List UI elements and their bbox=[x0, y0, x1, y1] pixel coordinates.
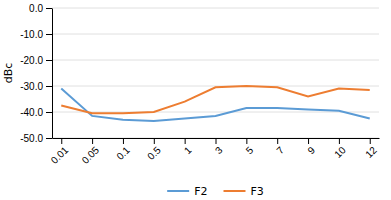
x-tick-mark bbox=[216, 138, 217, 144]
plot: 0.0-10.0-20.0-30.0-40.0-50.00.010.050.10… bbox=[20, 3, 379, 166]
x-tick: 9 bbox=[305, 138, 317, 156]
x-tick: 5 bbox=[244, 138, 256, 156]
y-tick-mark bbox=[46, 138, 52, 139]
x-tick-label: 0.1 bbox=[114, 144, 132, 162]
x-tick-mark bbox=[154, 138, 155, 144]
y-tick-label: -50.0 bbox=[20, 133, 43, 144]
x-tick-label: 10 bbox=[332, 144, 348, 160]
y-tick-label: -30.0 bbox=[20, 81, 43, 92]
y-tick-label: 0.0 bbox=[29, 3, 43, 14]
x-tick: 0.01 bbox=[49, 138, 71, 166]
x-tick-label: 7 bbox=[274, 144, 286, 156]
x-tick-label: 1 bbox=[182, 144, 194, 156]
grid-line bbox=[52, 8, 379, 9]
y-axis-line bbox=[52, 9, 53, 139]
legend-label: F3 bbox=[251, 185, 264, 198]
y-tick: -10.0 bbox=[20, 29, 52, 40]
y-tick-mark bbox=[46, 8, 52, 9]
y-tick-mark bbox=[46, 112, 52, 113]
y-tick: -50.0 bbox=[20, 133, 52, 144]
legend-item: F2 bbox=[167, 185, 207, 198]
y-tick: 0.0 bbox=[29, 3, 52, 14]
y-tick: -30.0 bbox=[20, 81, 52, 92]
grid bbox=[52, 8, 379, 138]
x-tick: 12 bbox=[363, 138, 379, 160]
x-tick-mark bbox=[277, 138, 278, 144]
x-tick-mark bbox=[61, 138, 62, 144]
legend-label: F2 bbox=[194, 185, 207, 198]
x-tick-label: 0.5 bbox=[145, 144, 163, 162]
x-tick-mark bbox=[92, 138, 93, 144]
x-tick: 0.5 bbox=[145, 138, 163, 162]
x-tick-label: 12 bbox=[363, 144, 379, 160]
x-tick-mark bbox=[370, 138, 371, 144]
x-tick-mark bbox=[308, 138, 309, 144]
series-line bbox=[61, 86, 369, 113]
grid-line bbox=[52, 34, 379, 35]
x-tick: 3 bbox=[213, 138, 225, 156]
x-axis: 0.01 0.05 0.1 0.5 1 3 5 7 9 10 12 bbox=[49, 138, 380, 166]
x-tick: 0.05 bbox=[80, 138, 102, 166]
x-tick-label: 9 bbox=[305, 144, 317, 156]
x-tick: 0.1 bbox=[114, 138, 132, 162]
legend-swatch bbox=[167, 190, 189, 192]
y-tick-label: -40.0 bbox=[20, 107, 43, 118]
x-tick-label: 5 bbox=[244, 144, 256, 156]
grid-line bbox=[52, 60, 379, 61]
chart: 0.0-10.0-20.0-30.0-40.0-50.00.010.050.10… bbox=[0, 0, 391, 200]
y-tick: -40.0 bbox=[20, 107, 52, 118]
legend: F2 F3 bbox=[167, 185, 264, 198]
y-tick-label: -20.0 bbox=[20, 55, 43, 66]
x-tick-label: 0.01 bbox=[49, 144, 71, 166]
y-axis-title: dBc bbox=[2, 63, 15, 84]
x-tick-mark bbox=[246, 138, 247, 144]
y-tick-label: -10.0 bbox=[20, 29, 43, 40]
y-tick-mark bbox=[46, 34, 52, 35]
y-tick-mark bbox=[46, 86, 52, 87]
x-tick-mark bbox=[339, 138, 340, 144]
y-axis: 0.0 -10.0 -20.0 -30.0 -40.0 -50.0 bbox=[20, 3, 52, 144]
x-tick-label: 0.05 bbox=[80, 144, 102, 166]
x-tick: 7 bbox=[274, 138, 286, 156]
x-tick: 10 bbox=[332, 138, 348, 160]
legend-swatch bbox=[224, 190, 246, 192]
y-tick-mark bbox=[46, 60, 52, 61]
series-group bbox=[61, 86, 369, 121]
y-tick: -20.0 bbox=[20, 55, 52, 66]
x-tick-mark bbox=[123, 138, 124, 144]
x-tick-label: 3 bbox=[213, 144, 225, 156]
x-tick: 1 bbox=[182, 138, 194, 156]
x-tick-mark bbox=[185, 138, 186, 144]
legend-item: F3 bbox=[224, 185, 264, 198]
